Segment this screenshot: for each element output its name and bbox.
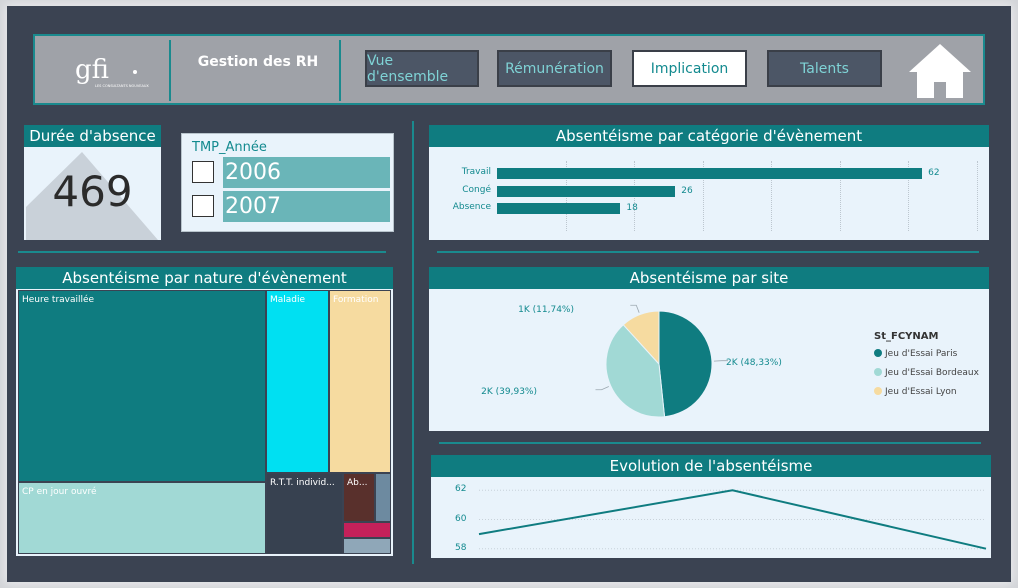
pie-leader-line <box>630 304 640 313</box>
nav-label: Talents <box>800 60 849 77</box>
slicer-option-2006[interactable]: 2006 <box>190 157 390 188</box>
treemap-cell[interactable]: R.T.T. individ... <box>266 473 343 554</box>
treemap-cell-label: Ab... <box>347 478 368 488</box>
nav-talents-button[interactable]: Talents <box>767 50 882 87</box>
bar[interactable] <box>497 168 923 179</box>
year-slicer: TMP_Année 2006 2007 <box>181 133 394 232</box>
treemap-area: Heure travaillée CP en jour ouvré Maladi… <box>18 290 391 554</box>
treemap-cell-label: Maladie <box>270 295 306 305</box>
bar[interactable] <box>497 185 676 197</box>
section-divider <box>18 251 386 253</box>
slicer-option-2007[interactable]: 2007 <box>190 191 390 222</box>
nav-vue-ensemble-button[interactable]: Vue d'ensemble <box>365 50 479 87</box>
legend-item[interactable]: Jeu d'Essai Paris <box>874 349 957 359</box>
bar-category-label: Absence <box>452 202 491 212</box>
slicer-option-label: 2006 <box>223 157 390 188</box>
bar-chart-card: Absentéisme par catégorie d'évènement Tr… <box>429 125 989 240</box>
treemap-cell[interactable]: Heure travaillée <box>18 290 266 482</box>
bar-data-label: 26 <box>681 185 693 196</box>
y-tick-label: 60 <box>455 513 467 524</box>
treemap-title: Absentéisme par nature d'évènement <box>16 267 393 289</box>
legend-item[interactable]: Jeu d'Essai Lyon <box>874 387 957 397</box>
pie-chart <box>595 304 728 418</box>
y-tick-label: 62 <box>455 484 467 495</box>
column-divider <box>412 121 414 564</box>
treemap-cell[interactable] <box>343 538 391 554</box>
pie-slice[interactable] <box>605 324 666 418</box>
bar-category-label: Travail <box>461 167 491 177</box>
line-chart <box>478 489 987 550</box>
pie-leader-line <box>595 386 609 391</box>
bar-chart-area: Travail 62 Congé 26 Absence 18 <box>429 147 989 240</box>
bar-category-label: Congé <box>462 184 491 195</box>
kpi-value: 469 <box>52 167 133 216</box>
checkbox[interactable] <box>192 161 214 183</box>
line-chart-title: Evolution de l'absentéisme <box>431 455 991 477</box>
treemap-cell-label: Heure travaillée <box>22 295 95 305</box>
treemap-cell[interactable]: Formation <box>329 290 391 473</box>
treemap-cell-label: CP en jour ouvré <box>22 487 97 497</box>
legend-title: St_FCYNAM <box>874 331 939 342</box>
pie-data-label: 2K (39,93%) <box>481 387 537 397</box>
header-bar: gfi LES CONSULTANTS NOUVEAUX Gestion des… <box>33 34 985 105</box>
treemap-cell-label: R.T.T. individ... <box>270 478 335 488</box>
section-divider <box>437 251 979 253</box>
treemap-cell-label: Formation <box>333 295 379 305</box>
bar[interactable] <box>497 203 621 214</box>
slicer-option-label: 2007 <box>223 191 390 222</box>
logo-text: gfi <box>75 55 109 85</box>
app-title: Gestion des RH <box>197 54 319 70</box>
nav-label: Vue d'ensemble <box>367 52 449 85</box>
treemap-cell[interactable]: CP en jour ouvré <box>18 482 266 554</box>
treemap-card: Absentéisme par nature d'évènement Heure… <box>16 267 393 556</box>
pie-slice[interactable] <box>622 310 660 366</box>
legend-label: Jeu d'Essai Paris <box>885 349 958 359</box>
bar-chart-title: Absentéisme par catégorie d'évènement <box>429 125 989 147</box>
treemap-cell[interactable] <box>375 473 391 522</box>
legend-label: Jeu d'Essai Lyon <box>885 387 957 397</box>
legend-label: Jeu d'Essai Bordeaux <box>885 368 979 378</box>
nav-implication-button[interactable]: Implication <box>632 50 747 87</box>
logo-subtext: LES CONSULTANTS NOUVEAUX <box>95 84 149 88</box>
kpi-background-shape <box>26 152 158 240</box>
bar-data-label: 62 <box>928 168 940 178</box>
line-series[interactable] <box>478 489 987 550</box>
legend-dot-icon <box>874 349 882 357</box>
checkbox[interactable] <box>192 195 214 217</box>
line-chart-card: Evolution de l'absentéisme 62 60 58 <box>431 455 991 558</box>
treemap-cell[interactable] <box>343 522 391 538</box>
legend-item[interactable]: Jeu d'Essai Bordeaux <box>874 368 979 378</box>
bar-data-label: 18 <box>626 203 638 213</box>
grid-line <box>839 161 841 231</box>
treemap-cell[interactable]: Ab... <box>343 473 375 522</box>
header-divider <box>339 40 341 101</box>
pie-chart-title: Absentéisme par site <box>429 267 989 289</box>
kpi-title: Durée d'absence <box>24 125 161 147</box>
home-icon[interactable] <box>907 42 973 102</box>
gfi-logo: gfi LES CONSULTANTS NOUVEAUX <box>71 50 161 90</box>
pie-data-label: 2K (48,33%) <box>726 358 782 368</box>
legend-dot-icon <box>874 368 882 376</box>
grid-line <box>702 161 704 231</box>
grid-line <box>977 161 978 231</box>
nav-remuneration-button[interactable]: Rémunération <box>497 50 612 87</box>
kpi-card: Durée d'absence 469 <box>24 125 161 240</box>
legend-dot-icon <box>874 387 882 395</box>
report-canvas: gfi LES CONSULTANTS NOUVEAUX Gestion des… <box>7 6 1011 582</box>
nav-label: Implication <box>650 60 729 77</box>
section-divider <box>439 442 981 444</box>
pie-slice[interactable] <box>658 310 713 418</box>
treemap-cell[interactable]: Maladie <box>266 290 329 473</box>
y-tick-label: 58 <box>455 542 467 553</box>
pie-data-label: 1K (11,74%) <box>518 305 574 315</box>
slicer-title: TMP_Année <box>192 140 267 155</box>
nav-label: Rémunération <box>505 60 604 77</box>
header-divider <box>169 40 171 101</box>
grid-line <box>771 161 773 231</box>
grid-line <box>908 161 910 231</box>
pie-chart-card: Absentéisme par site 2K (48,33%) 2K (39,9… <box>429 267 989 431</box>
